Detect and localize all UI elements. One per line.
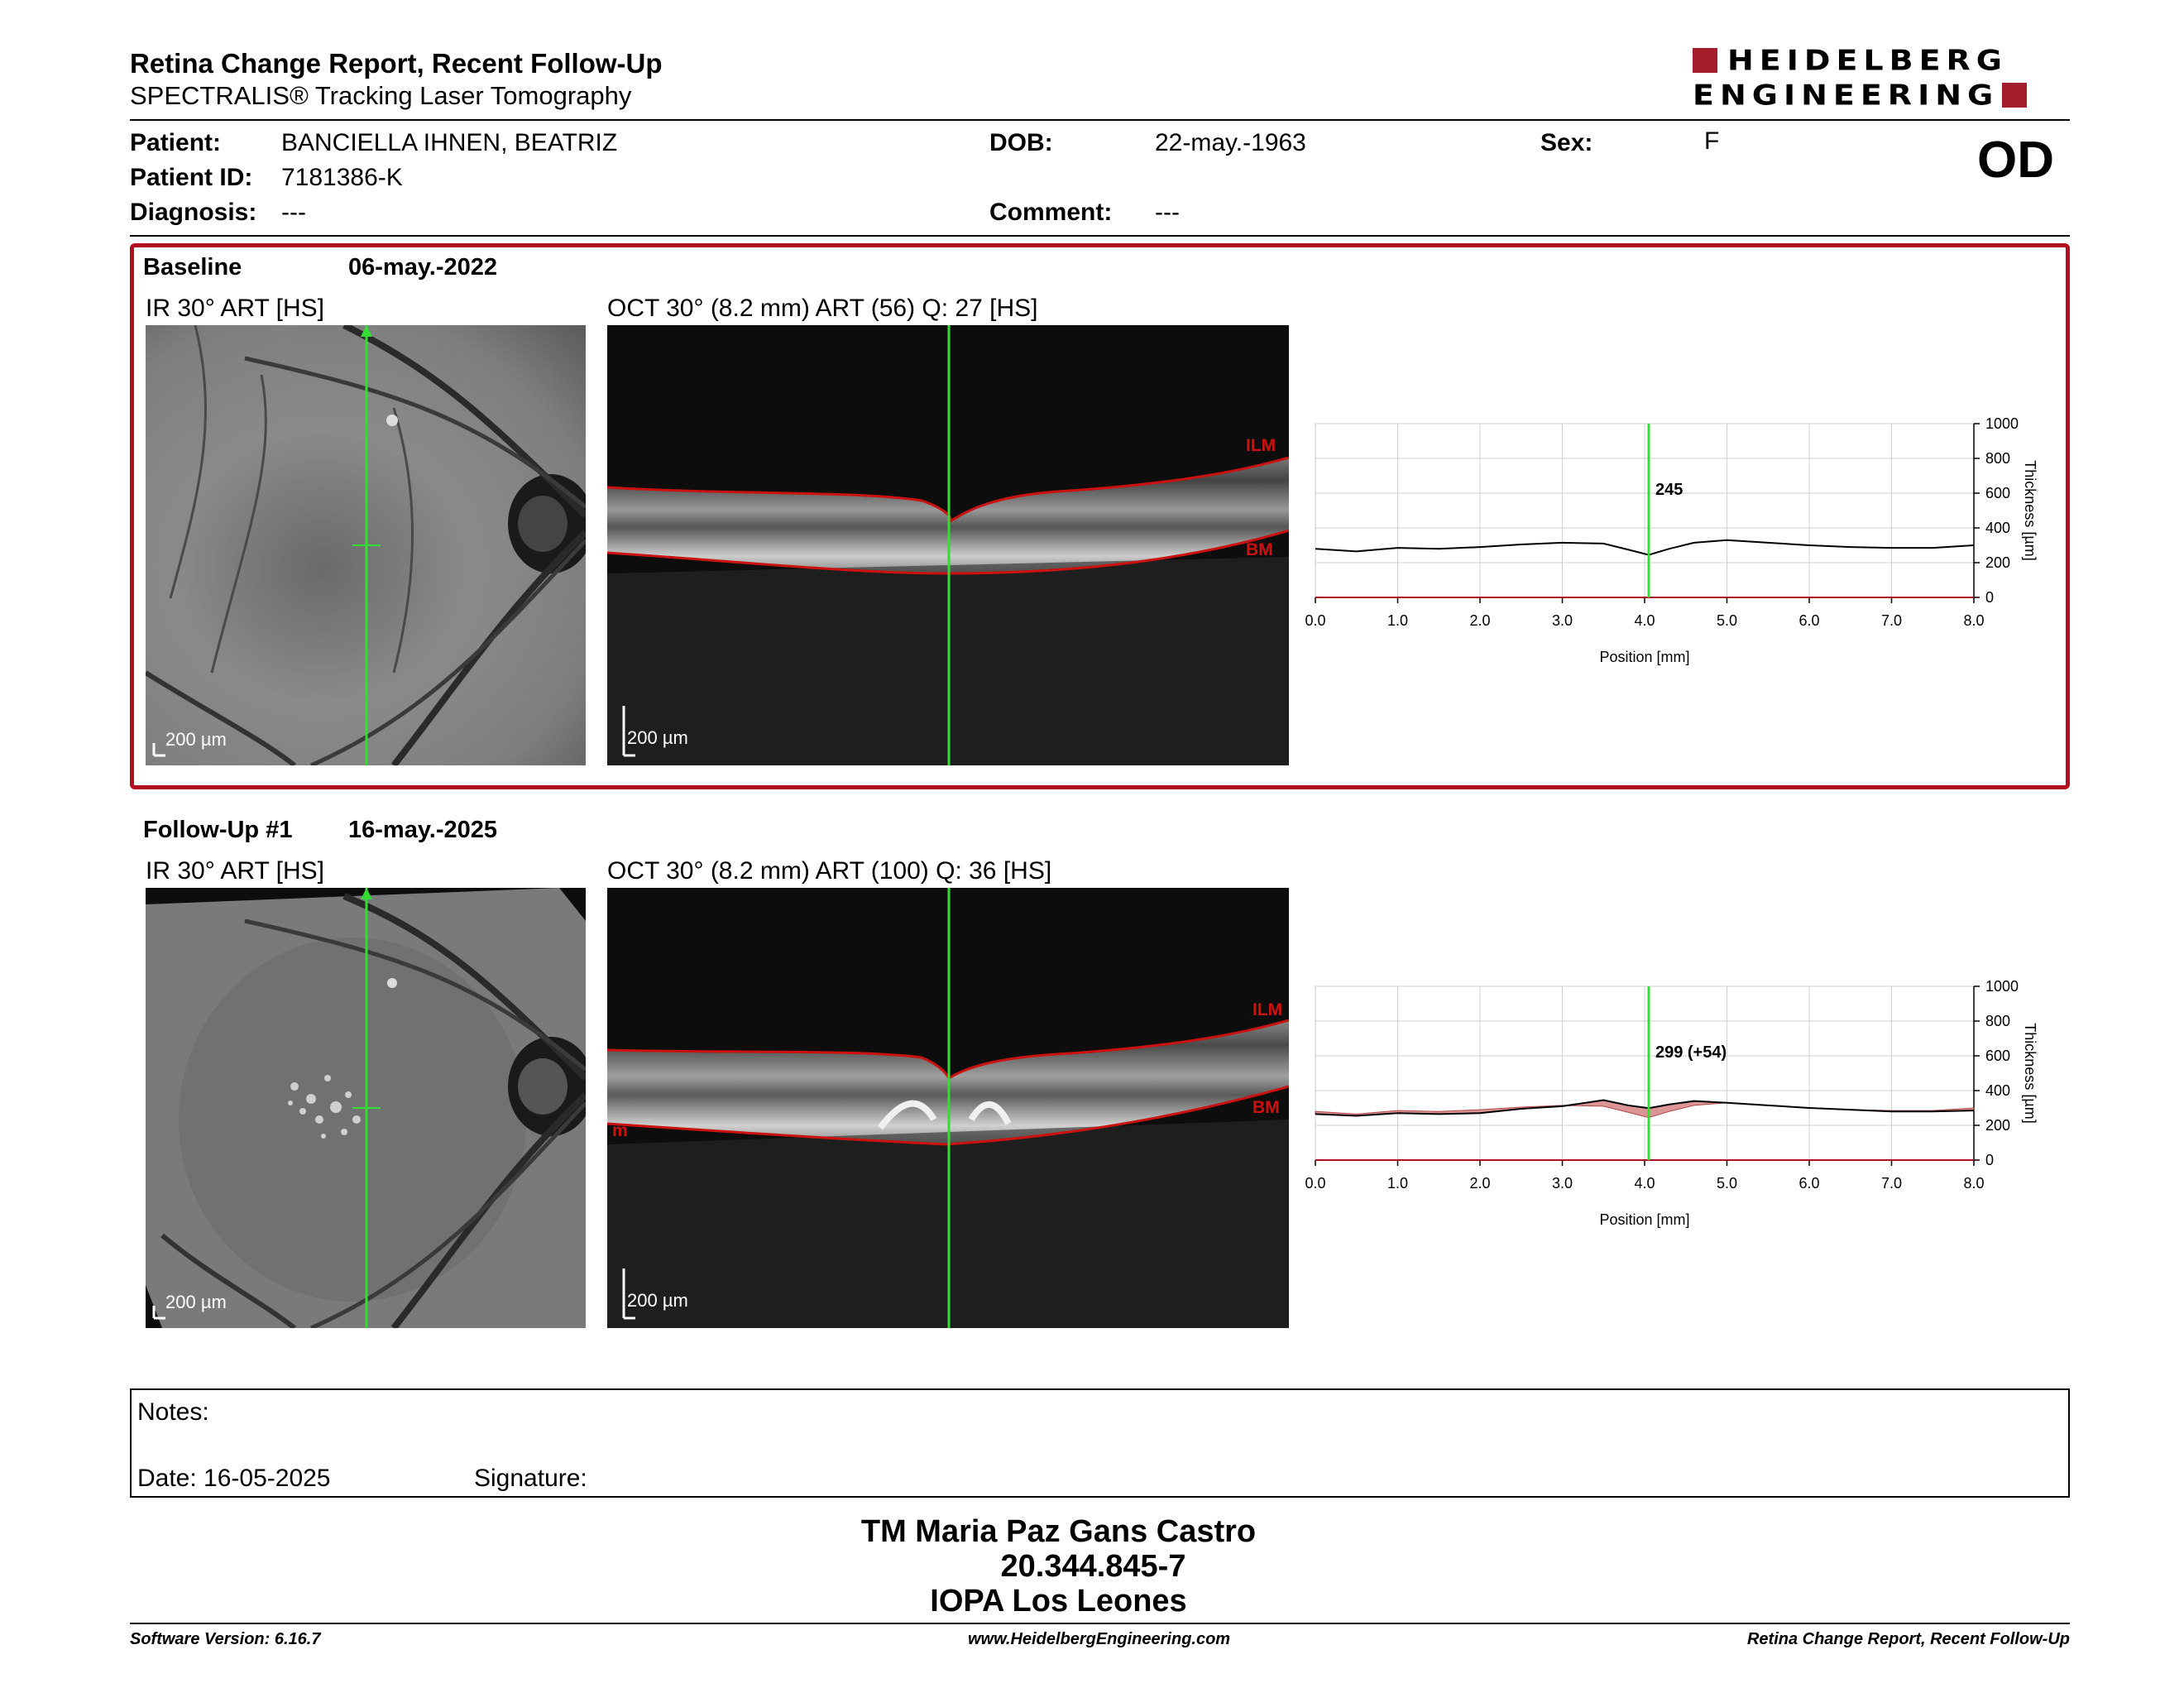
info-divider (130, 235, 2070, 237)
chart-xtick-label: 0.0 (1305, 612, 1326, 629)
patient-label: Patient: (130, 129, 222, 156)
chart-xtick-label: 8.0 (1963, 612, 1984, 629)
baseline-thickness-chart: 0.0 1.0 2.0 3.0 4.0 5.0 6.0 7.0 8.0 0 200 400 600 800… (1305, 414, 2133, 679)
heidelberg-logo: HEIDELBERG ENGINEERING (1693, 45, 2070, 111)
footer-divider (130, 1623, 2070, 1624)
followup-ir-scale: 200 µm (165, 1292, 227, 1312)
chart-xtick-label: 5.0 (1717, 612, 1737, 629)
logo-line2: ENGINEERING (1693, 79, 2000, 112)
chart-xtick-label: 3.0 (1552, 612, 1573, 629)
chart-ytick-label: 800 (1985, 450, 2010, 467)
diagnosis-value: --- (281, 199, 306, 226)
signature-name: TM Maria Paz Gans Castro (860, 1514, 1257, 1549)
baseline-oct-bscan-image: ILM BM 200 µm (607, 325, 1289, 765)
chart-xtick-label: 4.0 (1634, 612, 1655, 629)
followup-ir-fundus-image: 200 µm (146, 888, 586, 1328)
chart-ytick-label: 800 (1985, 1013, 2010, 1029)
baseline-ilm-label: ILM (1246, 436, 1276, 455)
followup-oct-label: OCT 30° (8.2 mm) ART (100) Q: 36 [HS] (607, 857, 1052, 885)
chart-ylabel: Thickness [µm] (2022, 1023, 2038, 1123)
patient-name: BANCIELLA IHNEN, BEATRIZ (281, 129, 618, 156)
report-subtitle: SPECTRALIS® Tracking Laser Tomography (130, 81, 632, 110)
chart-ytick-label: 0 (1985, 589, 1994, 606)
signature-institution: IOPA Los Leones (930, 1584, 1187, 1618)
baseline-label: Baseline (143, 254, 242, 281)
footer-report-name: Retina Change Report, Recent Follow-Up (1746, 1630, 2070, 1648)
chart-ytick-label: 400 (1985, 520, 2010, 536)
footer-software-version: Software Version: 6.16.7 (130, 1630, 321, 1648)
followup-label: Follow-Up #1 (143, 817, 293, 843)
notes-label: Notes: (137, 1398, 209, 1426)
chart-xtick-label: 0.0 (1305, 1175, 1326, 1192)
report-title: Retina Change Report, Recent Follow-Up (130, 48, 663, 79)
chart-xtick-label: 4.0 (1634, 1175, 1655, 1192)
patient-id: 7181386-K (281, 164, 403, 191)
notes-signature-label: Signature: (474, 1465, 587, 1492)
logo-square-icon (2002, 83, 2028, 108)
chart-ytick-label: 1000 (1985, 978, 2019, 995)
chart-ytick-label: 600 (1985, 1048, 2010, 1064)
patient-id-label: Patient ID: (130, 164, 253, 191)
followup-oct-scale: 200 µm (627, 1290, 688, 1311)
baseline-ir-fundus-image: 200 µm (146, 325, 586, 765)
followup-m-label: m (612, 1121, 628, 1140)
comment-label: Comment: (989, 199, 1113, 226)
chart-xtick-label: 6.0 (1798, 1175, 1819, 1192)
logo-line1: HEIDELBERG (1727, 44, 2008, 77)
followup-ilm-label: ILM (1252, 1000, 1283, 1019)
eye-indicator: OD (1977, 132, 2054, 189)
baseline-date: 06-may.-2022 (348, 254, 498, 281)
chart-xtick-label: 3.0 (1552, 1175, 1573, 1192)
chart-xtick-label: 1.0 (1387, 1175, 1408, 1192)
chart-ylabel: Thickness [µm] (2022, 460, 2038, 560)
sex-value: F (1704, 127, 1720, 155)
followup-date: 16-may.-2025 (348, 817, 498, 843)
baseline-frame (130, 243, 2070, 789)
chart-xtick-label: 6.0 (1798, 612, 1819, 629)
baseline-oct-scale: 200 µm (627, 727, 688, 748)
chart-xlabel: Position [mm] (1599, 1211, 1689, 1228)
diagnosis-label: Diagnosis: (130, 199, 257, 226)
baseline-oct-label: OCT 30° (8.2 mm) ART (56) Q: 27 [HS] (607, 295, 1038, 322)
chart-xtick-label: 2.0 (1469, 612, 1490, 629)
header-divider (130, 119, 2070, 121)
chart-xtick-label: 7.0 (1881, 1175, 1902, 1192)
followup-oct-bscan-image: ILM BM m 200 µm (607, 888, 1289, 1328)
chart-ytick-label: 200 (1985, 1117, 2010, 1134)
dob-label: DOB: (989, 129, 1053, 156)
baseline-bm-label: BM (1246, 540, 1273, 559)
dob-value: 22-may.-1963 (1155, 129, 1306, 156)
comment-value: --- (1155, 199, 1180, 226)
chart-xtick-label: 1.0 (1387, 612, 1408, 629)
footer-website-link[interactable]: www.HeidelbergEngineering.com (968, 1630, 1231, 1648)
chart-xtick-label: 8.0 (1963, 1175, 1984, 1192)
sex-label: Sex: (1540, 129, 1593, 156)
signature-block: TM Maria Paz Gans Castro 20.344.845-7 IO… (130, 1514, 2070, 1618)
followup-ir-label: IR 30° ART [HS] (146, 857, 324, 885)
baseline-ir-label: IR 30° ART [HS] (146, 295, 324, 322)
chart-xtick-label: 7.0 (1881, 612, 1902, 629)
notes-date: Date: 16-05-2025 (137, 1465, 331, 1492)
chart-ytick-label: 1000 (1985, 415, 2019, 432)
logo-square-icon (1693, 48, 1717, 73)
chart-ytick-label: 200 (1985, 554, 2010, 571)
chart-marker-label: 299 (+54) (1655, 1043, 1727, 1062)
chart-xlabel: Position [mm] (1599, 649, 1689, 665)
chart-xtick-label: 2.0 (1469, 1175, 1490, 1192)
chart-ytick-label: 0 (1985, 1152, 1994, 1168)
notes-box[interactable]: Notes: Date: 16-05-2025 Signature: (130, 1388, 2070, 1498)
chart-marker-label: 245 (1655, 481, 1683, 499)
chart-ytick-label: 400 (1985, 1082, 2010, 1099)
followup-bm-label: BM (1252, 1098, 1280, 1117)
followup-thickness-chart: 0.0 1.0 2.0 3.0 4.0 5.0 6.0 7.0 8.0 0 200 400 600 800… (1305, 976, 2133, 1241)
signature-id: 20.344.845-7 (1000, 1549, 1186, 1584)
chart-ytick-label: 600 (1985, 485, 2010, 501)
chart-xtick-label: 5.0 (1717, 1175, 1737, 1192)
baseline-ir-scale: 200 µm (165, 729, 227, 750)
